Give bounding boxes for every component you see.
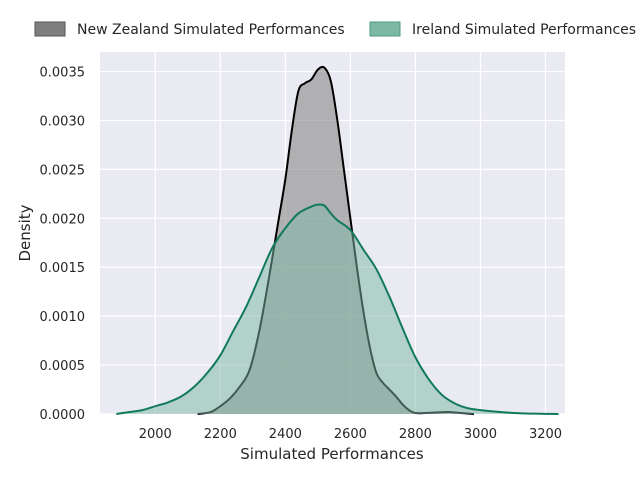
x-tick-label-4: 2800 [399, 427, 432, 442]
x-tick-label-5: 3000 [464, 427, 497, 442]
x-tick-label-2: 2400 [269, 427, 302, 442]
y-tick-label-0: 0.0000 [40, 408, 86, 423]
y-tick-label-3: 0.0015 [40, 261, 86, 276]
y-tick-label-4: 0.0020 [40, 212, 86, 227]
ireland-simulated-performances-line [116, 203, 559, 415]
x-tick-label-6: 3200 [529, 427, 562, 442]
y-axis-label: Density [16, 204, 34, 261]
legend: New Zealand Simulated Performances Irela… [34, 21, 636, 38]
y-tick-label-2: 0.0010 [40, 310, 86, 325]
x-axis-ticks: 2000 2200 2400 2600 2800 3000 3200 [139, 427, 562, 442]
series-layer [116, 65, 559, 415]
y-tick-label-7: 0.0035 [40, 66, 86, 81]
legend-swatch-new-zealand [34, 21, 66, 37]
x-tick-label-0: 2000 [139, 427, 172, 442]
y-axis-ticks: 0.0000 0.0005 0.0010 0.0015 0.0020 0.0025 0.00… [40, 66, 86, 423]
y-tick-label-1: 0.0005 [40, 359, 86, 374]
x-axis-label: Simulated Performances [240, 445, 424, 463]
x-tick-label-3: 2600 [334, 427, 367, 442]
legend-label-ireland: Ireland Simulated Performances [412, 22, 636, 38]
legend-label-new-zealand: New Zealand Simulated Performances [77, 22, 345, 38]
legend-swatch-ireland [369, 21, 401, 37]
x-tick-label-1: 2200 [204, 427, 237, 442]
y-tick-label-6: 0.0030 [40, 114, 86, 129]
y-tick-label-5: 0.0025 [40, 163, 86, 178]
ireland-simulated-performances-area [116, 204, 559, 414]
